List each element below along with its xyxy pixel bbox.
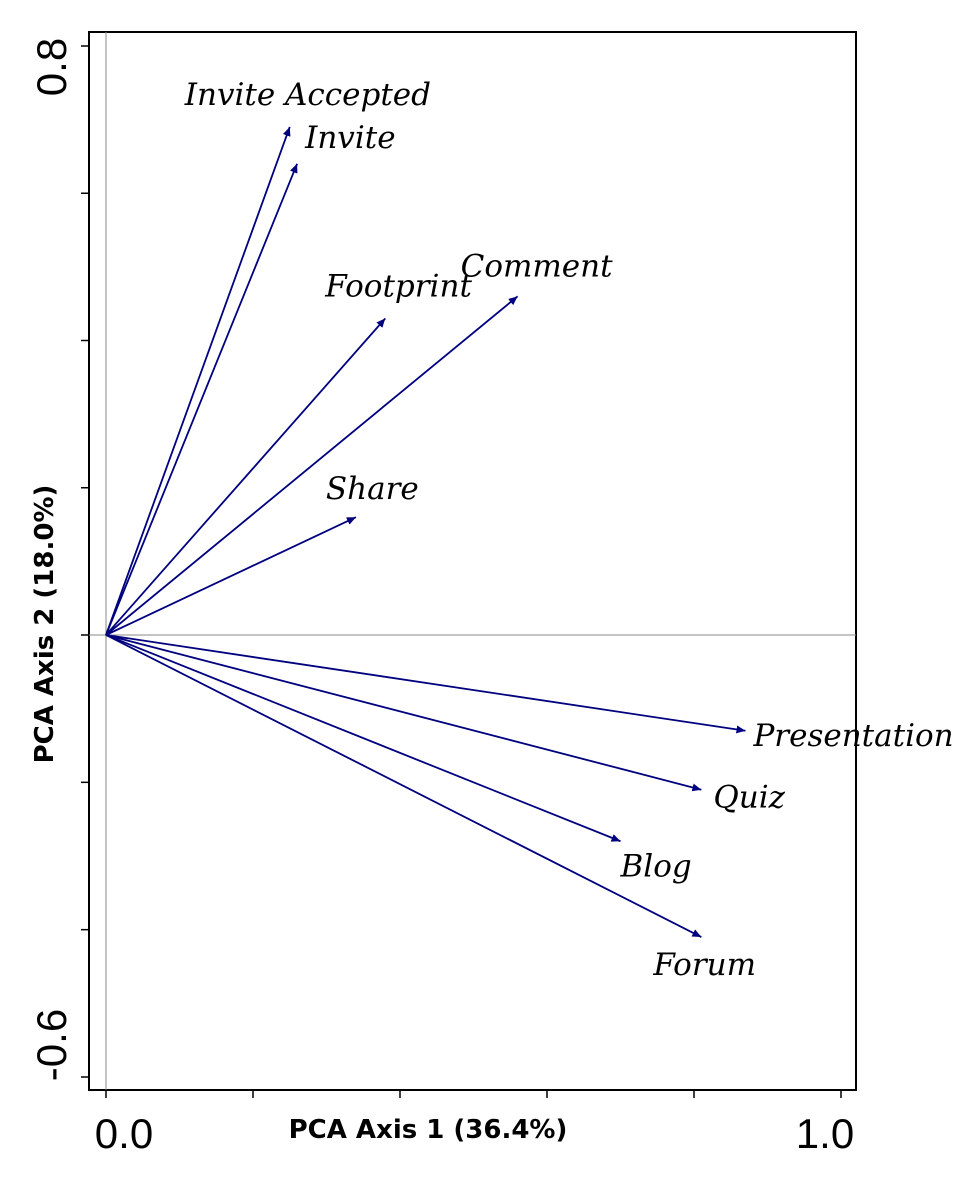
y-tick-label-1: -0.6 xyxy=(28,1009,75,1081)
vector-label-forum: Forum xyxy=(652,947,756,983)
origin-lines xyxy=(89,32,856,1090)
vector-label-invite: Invite xyxy=(304,120,395,156)
vector-label-footprint: Footprint xyxy=(324,268,472,304)
vector-forum xyxy=(105,634,702,938)
vector-quiz xyxy=(105,634,702,792)
vector-label-quiz: Quiz xyxy=(713,780,785,816)
vectors xyxy=(105,126,746,938)
y-axis-title: PCA Axis 2 (18.0%) xyxy=(30,485,60,764)
vector-comment xyxy=(105,295,519,636)
ticks xyxy=(81,45,842,1098)
vector-label-invite-accepted: Invite Accepted xyxy=(184,77,431,113)
vector-label-comment: Comment xyxy=(461,248,613,284)
vector-share xyxy=(105,516,357,636)
x-tick-label-0: 0.0 xyxy=(95,1110,153,1157)
plot-frame xyxy=(88,31,857,1091)
vector-label-presentation: Presentation xyxy=(752,718,953,754)
x-tick-label-1: 1.0 xyxy=(796,1110,854,1157)
vector-invite xyxy=(105,163,298,636)
x-axis-title: PCA Axis 1 (36.4%) xyxy=(289,1115,568,1145)
vector-invite-accepted xyxy=(105,126,291,636)
vector-presentation xyxy=(105,634,746,734)
vector-label-blog: Blog xyxy=(620,848,692,884)
vector-footprint xyxy=(105,317,386,636)
vector-label-share: Share xyxy=(326,471,419,507)
y-tick-label-0: 0.8 xyxy=(28,38,75,96)
vector-blog xyxy=(105,634,621,843)
